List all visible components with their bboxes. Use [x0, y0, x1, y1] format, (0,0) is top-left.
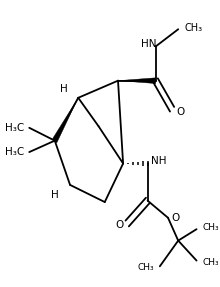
- Text: O: O: [115, 220, 123, 230]
- Text: NH: NH: [151, 156, 167, 166]
- Text: H₃C: H₃C: [5, 147, 24, 157]
- Text: O: O: [172, 213, 180, 223]
- Polygon shape: [53, 98, 78, 143]
- Text: HN: HN: [141, 38, 156, 49]
- Text: CH₃: CH₃: [202, 223, 219, 232]
- Text: H₃C: H₃C: [5, 123, 24, 133]
- Text: O: O: [177, 107, 185, 117]
- Text: CH₃: CH₃: [202, 257, 219, 267]
- Text: H: H: [60, 84, 68, 94]
- Text: H: H: [51, 190, 59, 200]
- Text: CH₃: CH₃: [138, 263, 154, 272]
- Polygon shape: [118, 78, 156, 84]
- Text: CH₃: CH₃: [184, 23, 202, 33]
